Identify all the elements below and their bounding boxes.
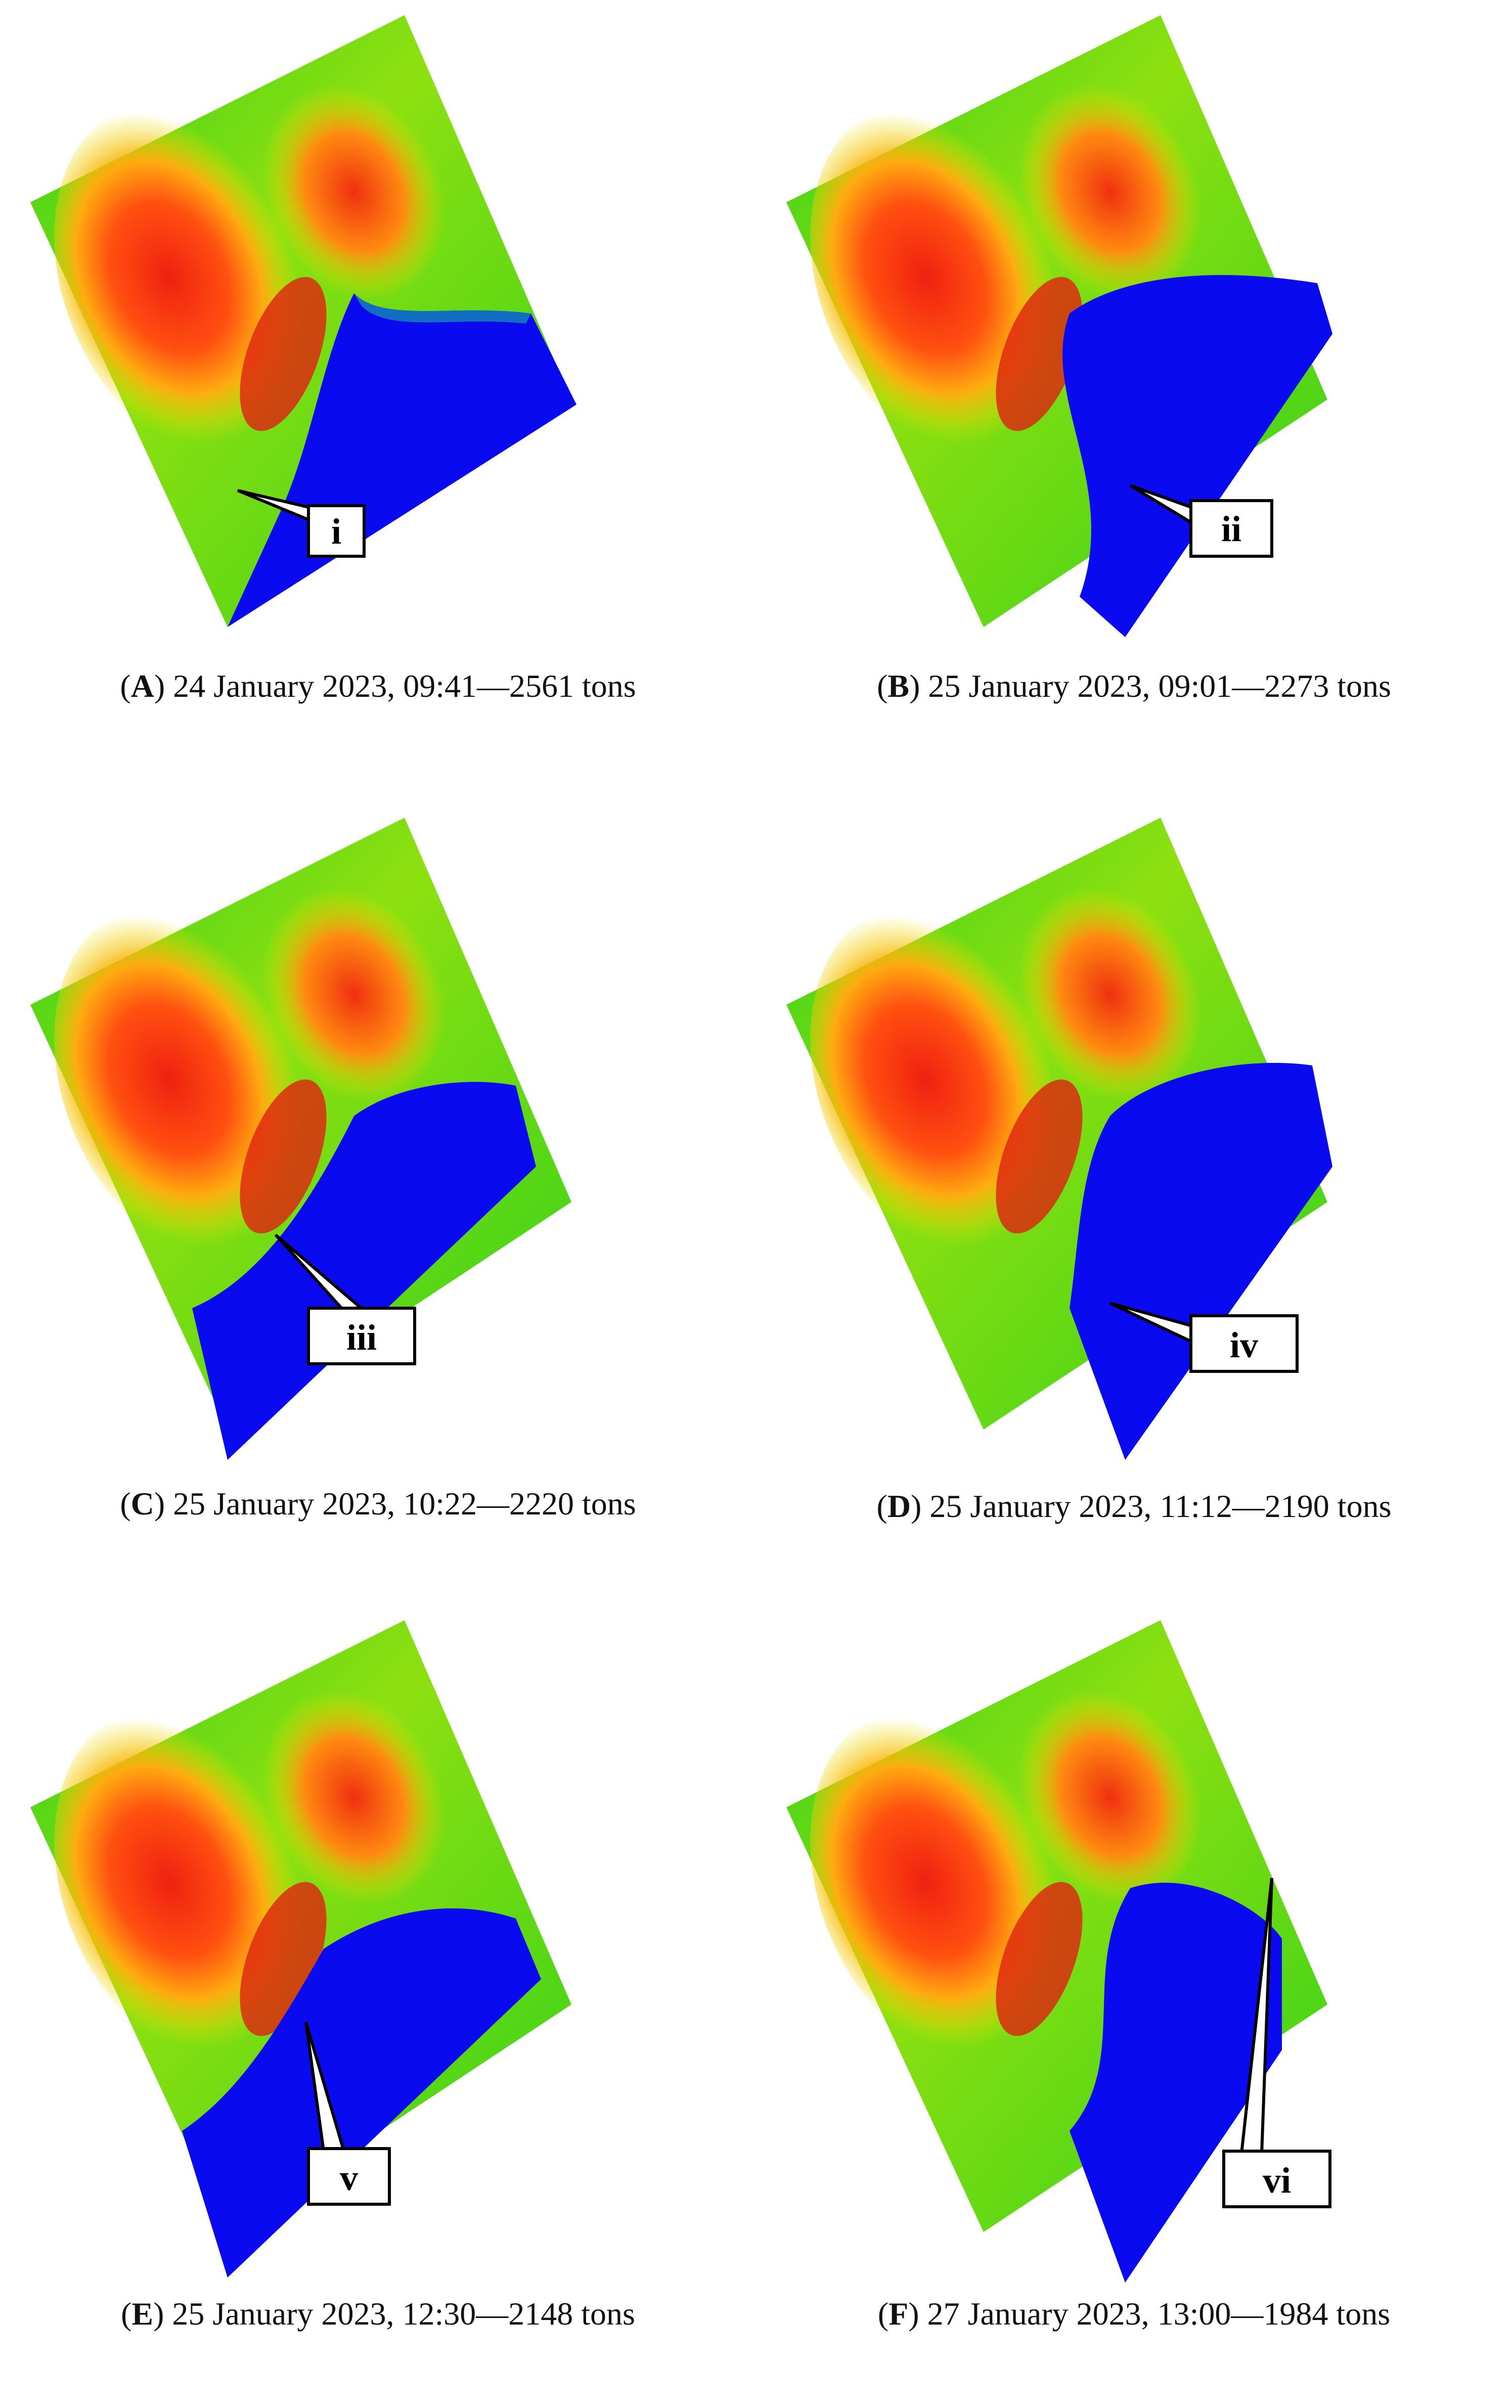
panel-d: iv (D) 25 January 2023, 11:12—2190 tons [756,802,1512,1605]
caption-b: (B) 25 January 2023, 09:01—2273 tons [877,668,1391,704]
heatmap-f: vi [756,1620,1331,2283]
heatmap-d: iv [756,818,1332,1460]
caption-c: (C) 25 January 2023, 10:22—2220 tons [120,1486,636,1522]
callout-label-i: i [331,511,341,552]
callout-ii: ii [1129,484,1273,558]
caption-d: (D) 25 January 2023, 11:12—2190 tons [876,1488,1392,1524]
blue-region [192,1082,536,1460]
blue-edge [354,293,531,324]
callout-label-iii: iii [346,1317,377,1358]
heatmap-e: v [0,1620,572,2278]
callout-label-ii: ii [1221,509,1241,549]
callout-v: v [304,2022,391,2206]
panel-b: ii (B) 25 January 2023, 09:01—2273 tons [756,0,1512,802]
caption-a: (A) 24 January 2023, 09:41—2561 tons [120,668,636,704]
caption-f: (F) 27 January 2023, 13:00—1984 tons [877,2296,1391,2332]
callout-i: i [237,489,366,558]
callout-iv: iv [1109,1302,1299,1373]
panel-c: iii (C) 25 January 2023, 10:22—2220 tons [0,802,756,1605]
callout-iii: iii [274,1233,416,1365]
heatmap-c: iii [0,818,572,1460]
panel-a: i (A) 24 January 2023, 09:41—2561 tons [0,0,756,802]
blue-region [182,1908,541,2278]
callout-label-vi: vi [1263,2160,1291,2201]
heatmap-b: ii [756,15,1332,637]
blue-region [1062,275,1332,637]
heatmap-a: i [0,15,576,627]
panel-f: vi (F) 27 January 2023, 13:00—1984 tons [756,1605,1512,2407]
callout-label-iv: iv [1230,1325,1258,1365]
callout-label-v: v [340,2158,358,2198]
panel-e: v (E) 25 January 2023, 12:30—2148 tons [0,1605,756,2407]
blue-region [1070,1062,1332,1460]
caption-e: (E) 25 January 2023, 12:30—2148 tons [121,2296,635,2332]
callout-vi: vi [1222,1878,1331,2208]
blue-region [1070,1883,1282,2283]
